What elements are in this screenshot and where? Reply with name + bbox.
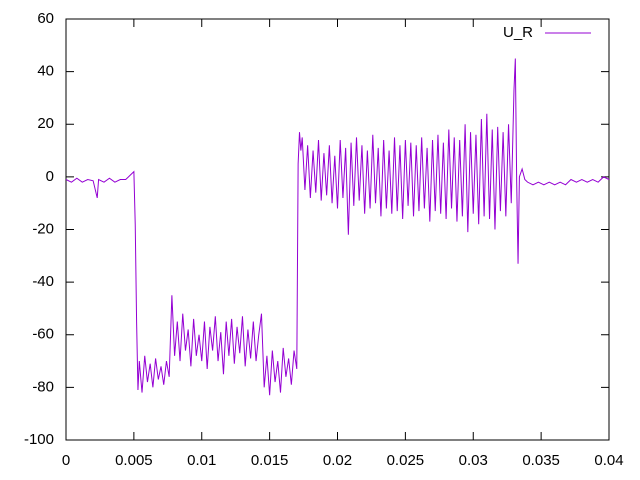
y-tick-label: -100 bbox=[24, 431, 54, 448]
y-tick-label: 20 bbox=[37, 115, 54, 132]
x-tick-label: 0.005 bbox=[115, 452, 153, 469]
y-tick-label: 60 bbox=[37, 10, 54, 27]
plot-frame bbox=[65, 18, 610, 441]
x-tick-label: 0.035 bbox=[522, 452, 560, 469]
x-tick-label: 0.015 bbox=[251, 452, 289, 469]
y-tick-label: -20 bbox=[32, 220, 54, 237]
line-series bbox=[65, 58, 610, 396]
y-tick-label: 0 bbox=[46, 168, 54, 185]
x-tick-label: 0.04 bbox=[594, 452, 623, 469]
x-tick-label: 0 bbox=[62, 452, 70, 469]
y-tick-label: -80 bbox=[32, 378, 54, 395]
legend-label: U_R bbox=[503, 24, 533, 41]
x-tick-label: 0.01 bbox=[187, 452, 216, 469]
x-tick-label: 0.025 bbox=[387, 452, 425, 469]
y-tick-label: -40 bbox=[32, 273, 54, 290]
y-tick-label: -60 bbox=[32, 326, 54, 343]
x-tick-label: 0.03 bbox=[459, 452, 488, 469]
y-tick-label: 40 bbox=[37, 63, 54, 80]
x-tick-label: 0.02 bbox=[323, 452, 352, 469]
